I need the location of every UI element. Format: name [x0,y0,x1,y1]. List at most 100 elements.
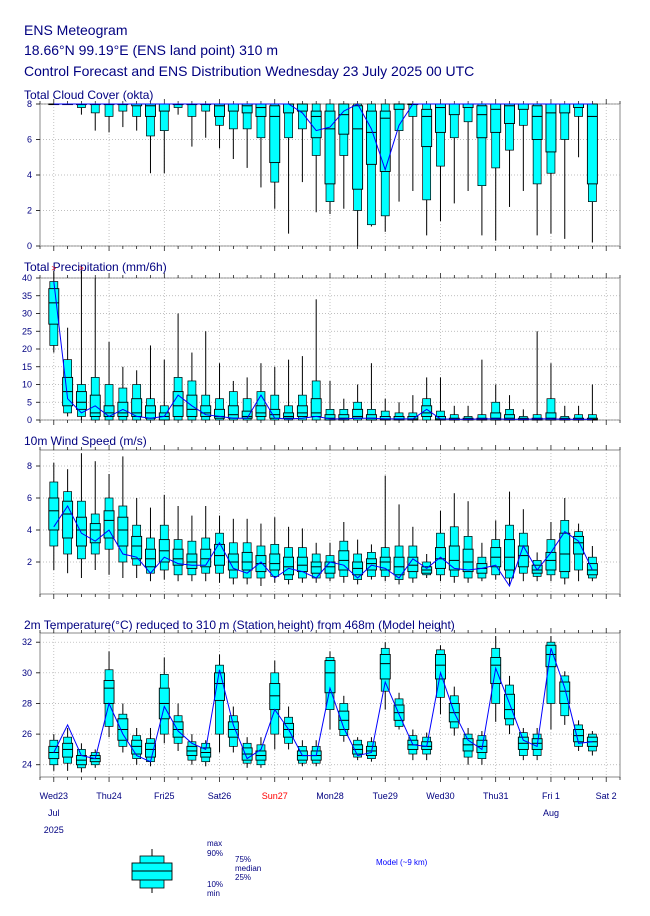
ens-box [531,331,543,421]
box-25-75 [365,110,377,165]
ens-box [338,695,350,742]
ens-box [476,359,488,421]
box-25-75 [435,547,446,569]
ens-box [310,103,322,213]
ens-box [75,103,87,115]
box-25-75 [145,405,156,419]
ens-box [241,518,253,585]
box-25-75 [214,543,225,566]
x-label-fri1: Fri 1 [542,791,560,801]
y-tick-label: 24 [22,760,32,770]
box-25-75 [269,683,281,711]
box-25-75 [545,644,557,668]
y-tick-label: 6 [27,493,32,503]
ens-box [89,103,101,131]
y-tick-label: 0 [27,415,32,425]
box-25-75 [435,416,446,421]
panel-title: Total Precipitation (mm/6h) [24,260,167,274]
time-axis: Wed23 Jul 2025 Thu24 Fri25 Sat26 Sun27 Mon28 Tue… [40,791,617,835]
box-25-75 [62,742,74,758]
box-25-75 [324,561,336,574]
model-line [53,505,593,588]
ens-box [75,270,87,420]
ens-box [352,539,364,585]
box-25-75 [310,561,322,574]
box-25-75 [75,516,87,547]
box-10-90 [546,641,556,704]
ens-box [573,103,585,158]
ens-box [490,103,502,241]
ens-box [103,651,115,738]
ens-box [103,341,115,421]
box-25-75 [559,681,571,704]
box-25-75 [227,103,239,112]
ens-box [435,645,446,715]
ens-box [227,380,239,421]
ens-box [158,494,170,580]
ens-box [227,706,239,753]
box-25-75 [283,103,295,114]
ens-box [504,103,515,207]
box-25-75 [490,412,502,421]
box-25-75 [103,680,115,704]
legend-model: Model (~9 km) [376,858,428,867]
x-sublabel: Aug [543,808,559,818]
panel-title: 2m Temperature(°C) reduced to 310 m (Sta… [24,618,455,632]
ens-box [545,363,557,421]
box-25-75 [131,739,143,755]
ens-box [200,740,212,767]
ens-box [573,405,585,421]
x-label-sat26: Sat26 [208,791,232,801]
legend-min: min [207,889,220,898]
box-25-75 [103,510,115,539]
y-tick-label: 8 [27,461,32,471]
y-tick-label: 0 [27,241,32,251]
ens-box [186,734,198,765]
x-label-mon28: Mon28 [316,791,344,801]
model-line [53,648,593,763]
ens-box [559,498,571,585]
ens-box [517,103,529,191]
ens-box [75,453,87,578]
ens-box [241,737,253,768]
ens-box [62,727,74,771]
ens-box [421,377,433,421]
ens-box [517,409,529,421]
ens-box [117,456,129,578]
ens-box [435,510,446,582]
x-label-wed30: Wed30 [426,791,454,801]
box-25-75 [504,539,515,571]
ens-box [255,363,267,421]
box-25-75 [172,548,184,566]
box-25-75 [545,551,557,571]
ens-box [172,103,184,115]
ens-box [255,523,267,586]
box-25-75 [559,532,571,573]
box-25-75 [48,497,60,531]
box-25-75 [227,405,239,419]
model-line [53,103,593,172]
box-25-75 [393,416,405,421]
panel-title: 10m Wind Speed (m/s) [24,434,147,448]
ens-box [200,103,212,138]
box-25-75 [559,103,571,114]
ens-box [131,103,143,131]
ens-box [145,345,156,421]
ens-box [214,654,225,753]
box-25-75 [379,110,391,172]
ens-box [504,491,515,585]
ens-box [283,359,295,421]
y-tick-label: 26 [22,729,32,739]
ens-box [131,727,143,765]
ens-box [393,103,405,202]
ens-box [462,405,474,421]
ens-box [559,405,571,421]
box-25-75 [172,391,184,417]
ens-box [310,542,322,583]
ens-box [490,384,502,421]
box-25-75 [545,412,557,421]
ens-box [476,542,488,582]
ens-box [365,103,377,227]
box-25-75 [504,414,515,421]
y-tick-label: 8 [27,99,32,109]
